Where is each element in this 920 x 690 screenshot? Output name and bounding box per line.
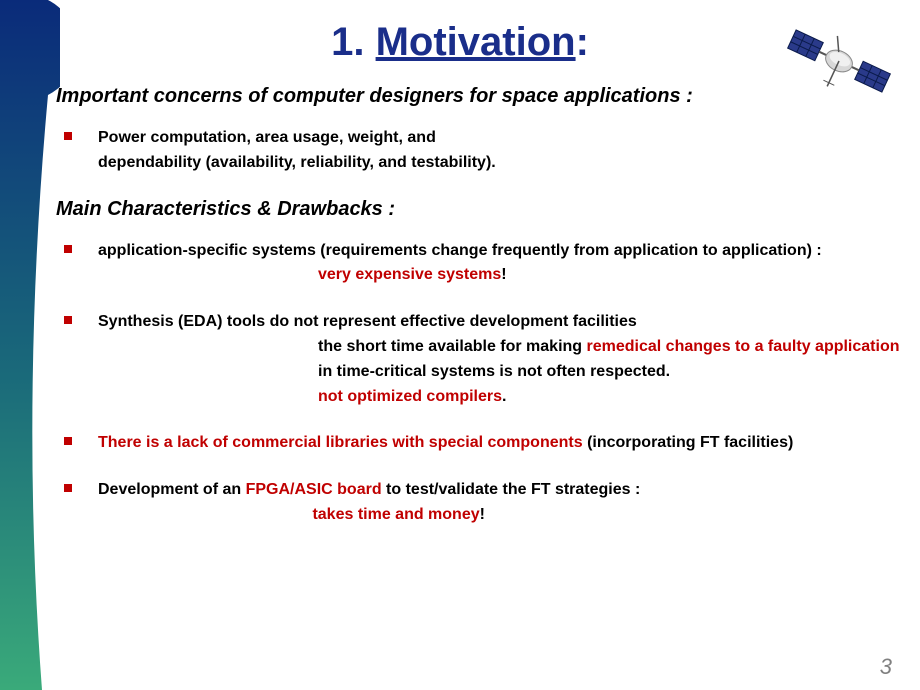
- bullet-item: application-specific systems (requiremen…: [56, 239, 900, 289]
- text-highlight: FPGA/ASIC board: [246, 481, 382, 498]
- text: (incorporating FT facilities): [583, 434, 794, 451]
- title-main: Motivation: [376, 20, 576, 64]
- bullet-item: Synthesis (EDA) tools do not represent e…: [56, 310, 900, 409]
- text: application-specific systems (requiremen…: [98, 242, 822, 259]
- bullet-item: There is a lack of commercial libraries …: [56, 431, 900, 456]
- text: !: [501, 266, 506, 283]
- subheading-drawbacks: Main Characteristics & Drawbacks :: [56, 198, 900, 221]
- text-highlight: There is a lack of commercial libraries …: [98, 434, 583, 451]
- text-highlight: remedical changes to a faulty applicatio…: [587, 338, 900, 355]
- text: Synthesis (EDA) tools do not represent e…: [98, 313, 637, 330]
- title-suffix: :: [576, 20, 589, 64]
- bullet-list-2: application-specific systems (requiremen…: [56, 239, 900, 528]
- text: Development of an: [98, 481, 246, 498]
- text: to test/validate the FT strategies :: [382, 481, 641, 498]
- text: .: [502, 388, 506, 405]
- text: dependability (availability, reliability…: [98, 154, 496, 171]
- text: !: [480, 506, 485, 523]
- satellite-icon: [764, 6, 914, 126]
- bullet-item: Development of an FPGA/ASIC board to tes…: [56, 478, 900, 528]
- text-highlight: very expensive systems: [318, 266, 501, 283]
- text: the short time available for making: [318, 338, 587, 355]
- bullet-list-1: Power computation, area usage, weight, a…: [56, 126, 900, 176]
- text: in time-critical systems is not often re…: [318, 363, 670, 380]
- text: Power computation, area usage, weight, a…: [98, 129, 436, 146]
- bullet-item: Power computation, area usage, weight, a…: [56, 126, 900, 176]
- text-highlight: takes time and money: [312, 506, 479, 523]
- title-prefix: 1.: [331, 20, 375, 64]
- text-highlight: not optimized compilers: [318, 388, 502, 405]
